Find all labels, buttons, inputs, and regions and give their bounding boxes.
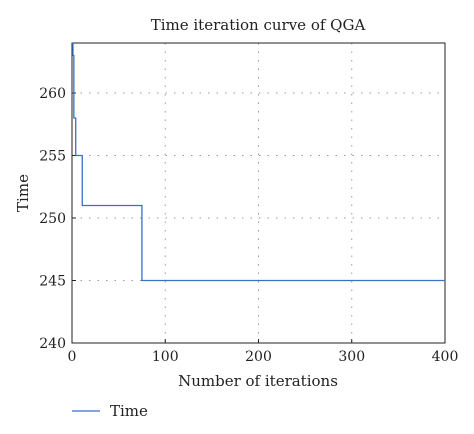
x-tick-label: 400 — [432, 349, 459, 365]
y-axis-label: Time — [14, 174, 32, 212]
y-tick-label: 245 — [39, 274, 66, 290]
y-tick-label: 255 — [39, 149, 66, 165]
grid-lines — [72, 43, 445, 343]
legend-label-time: Time — [110, 402, 148, 420]
y-axis-ticks: 240 245 250 255 260 — [39, 86, 76, 352]
legend: Time — [72, 402, 148, 420]
x-tick-label: 300 — [338, 349, 365, 365]
x-axis-label: Number of iterations — [178, 372, 338, 390]
x-tick-label: 0 — [68, 349, 77, 365]
y-tick-label: 250 — [39, 211, 66, 227]
series-line-time — [72, 42, 445, 282]
y-tick-label: 240 — [39, 336, 66, 352]
y-tick-label: 260 — [39, 86, 66, 102]
x-tick-label: 100 — [152, 349, 179, 365]
x-axis-ticks: 0 100 200 300 400 — [68, 339, 459, 365]
chart-title: Time iteration curve of QGA — [151, 16, 366, 34]
series-layer — [72, 42, 445, 282]
x-tick-label: 200 — [245, 349, 272, 365]
